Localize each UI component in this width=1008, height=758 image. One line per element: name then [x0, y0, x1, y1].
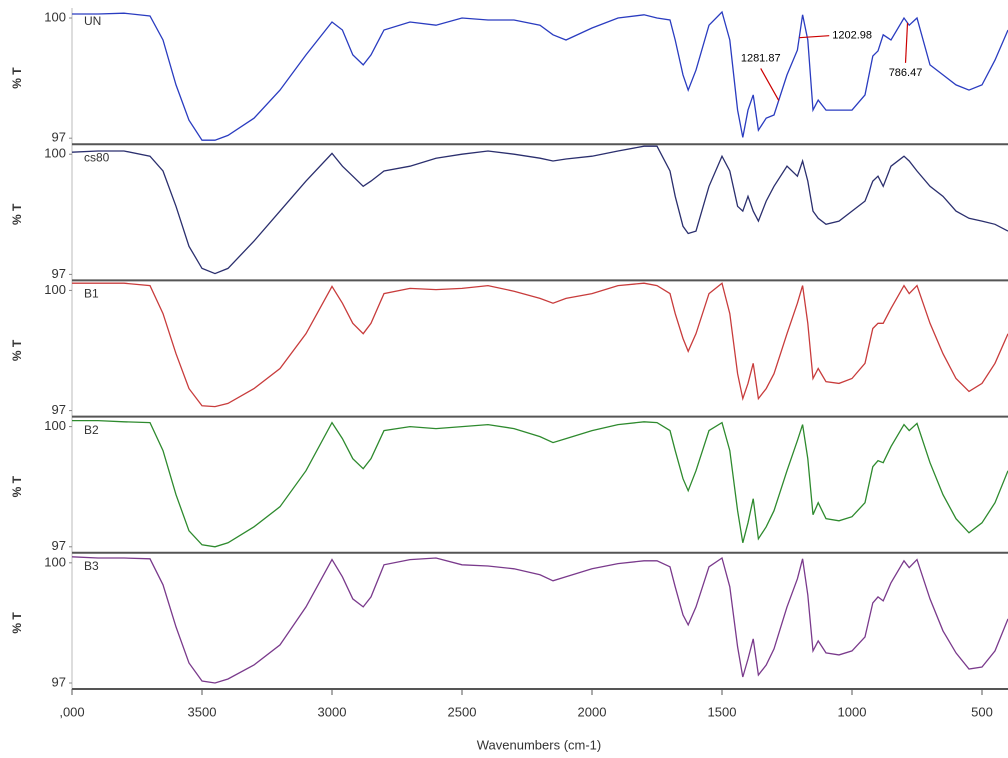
y-axis-label: % T	[10, 612, 24, 634]
annotation-label: 786.47	[889, 67, 923, 79]
annotation-line	[904, 22, 909, 63]
spectrum-line	[72, 419, 1008, 548]
spectrum-line	[72, 10, 1008, 141]
y-tick-label: 100	[44, 282, 66, 297]
spectrum-line	[72, 282, 1008, 408]
annotation-line	[760, 68, 780, 101]
y-tick-label: 97	[52, 538, 66, 553]
x-tick-label: ,000	[59, 704, 84, 719]
x-tick-label: 1500	[708, 704, 737, 719]
y-tick-label: 97	[52, 674, 66, 689]
x-tick-label: 2000	[578, 704, 607, 719]
y-axis-label: % T	[10, 67, 24, 89]
y-axis-label: % T	[10, 475, 24, 497]
y-tick-label: 97	[52, 266, 66, 281]
y-axis-label: % T	[10, 203, 24, 225]
spectrum-line	[71, 556, 1008, 684]
x-tick-label: 1000	[838, 704, 867, 719]
x-tick-label: 500	[971, 704, 993, 719]
y-axis-label: % T	[10, 339, 24, 361]
series-label: B3	[84, 559, 99, 573]
y-tick-label: 100	[44, 418, 66, 433]
x-axis-label: Wavenumbers (cm-1)	[477, 737, 601, 752]
annotation-label: 1281.87	[741, 52, 781, 64]
annotation-line	[799, 35, 830, 39]
y-tick-label: 100	[44, 554, 66, 569]
spectrum-line	[71, 145, 1008, 275]
x-tick-label: 3000	[318, 704, 347, 719]
annotation-label: 1202.98	[832, 30, 872, 42]
x-tick-label: 2500	[448, 704, 477, 719]
y-tick-label: 100	[44, 146, 66, 161]
series-label: B1	[84, 287, 99, 301]
series-label: UN	[84, 14, 101, 28]
series-label: B2	[84, 423, 99, 437]
y-tick-label: 100	[44, 9, 66, 24]
y-tick-label: 97	[52, 402, 66, 417]
series-label: cs80	[84, 150, 110, 164]
y-tick-label: 97	[52, 130, 66, 145]
x-tick-label: 3500	[188, 704, 217, 719]
